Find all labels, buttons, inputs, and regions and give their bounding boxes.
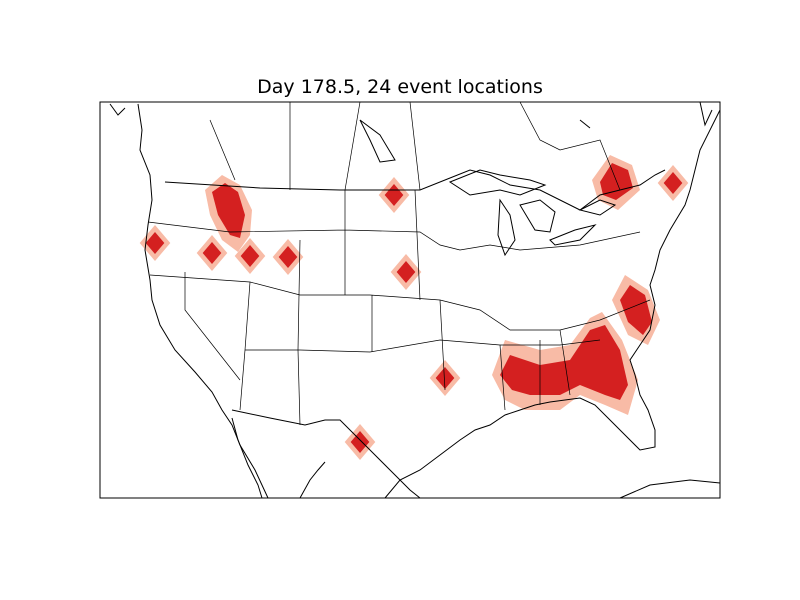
event-marker [202, 242, 222, 264]
country-border-canada [164, 169, 666, 211]
event-marker [500, 325, 628, 400]
map-lines [109, 101, 721, 499]
coastline [137, 103, 269, 499]
event-marker [145, 232, 165, 254]
coastline-gulf [299, 109, 721, 499]
great-lakes [448, 169, 617, 257]
event-marker [278, 246, 298, 268]
map-frame [99, 101, 721, 499]
event-marker [663, 172, 683, 194]
event-cores [145, 163, 683, 453]
map-title: Day 178.5, 24 event locations [257, 76, 543, 98]
event-marker [620, 285, 652, 335]
country-border-mexico [231, 409, 421, 499]
event-marker [240, 245, 260, 267]
event-marker [350, 431, 370, 453]
event-marker [212, 183, 245, 238]
coastline-baja [231, 417, 263, 499]
canada-islands [109, 101, 713, 163]
state-borders [147, 101, 651, 426]
coastline-canada [619, 479, 721, 499]
event-marker [396, 261, 416, 283]
event-marker [435, 367, 455, 389]
